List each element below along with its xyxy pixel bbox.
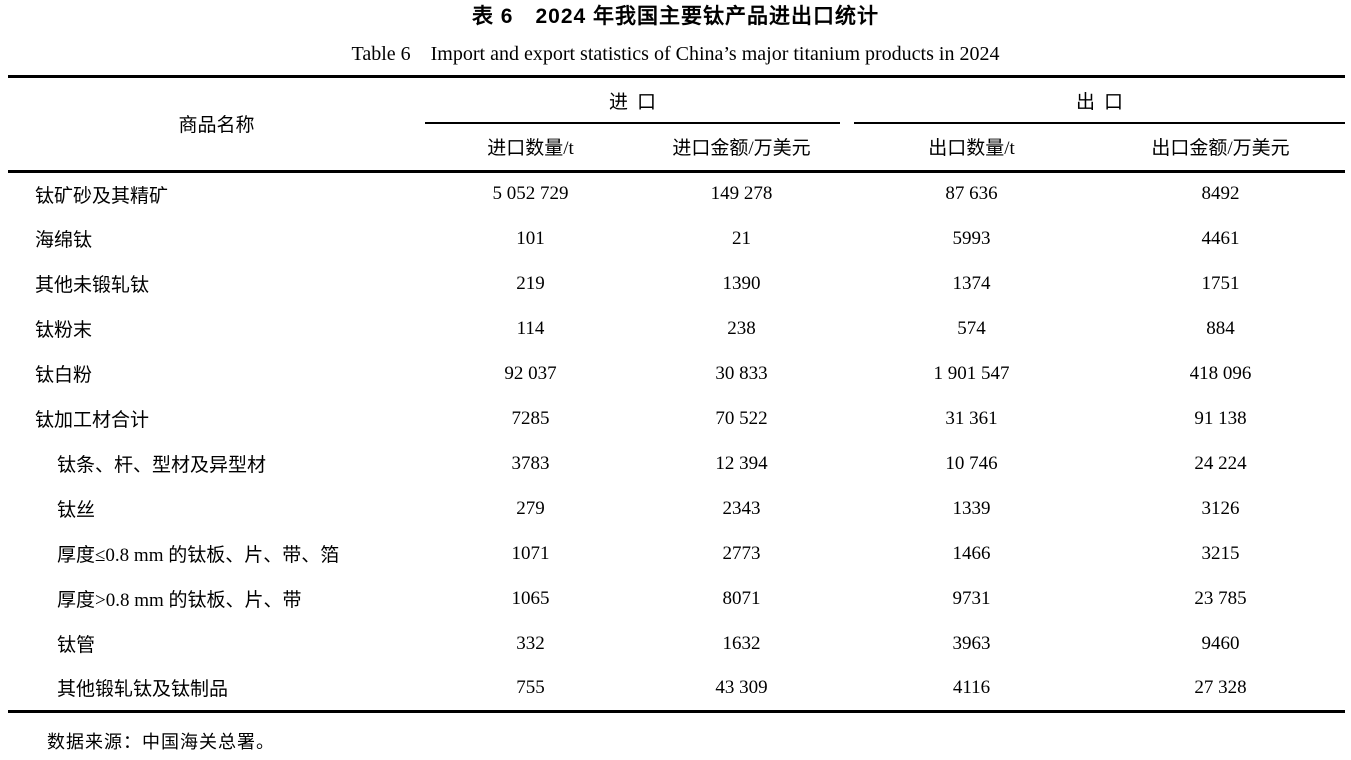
export-value-cell: 3126 xyxy=(1201,497,1240,519)
import-qty-cell: 279 xyxy=(516,497,545,519)
product-name-cell: 厚度>0.8 mm 的钛板、片、带 xyxy=(57,590,302,611)
export-value-cell: 9460 xyxy=(1201,632,1240,654)
data-source-note: 数据来源：中国海关总署。 xyxy=(47,731,275,752)
product-name-cell: 其他未锻轧钛 xyxy=(35,275,150,296)
table-row: 钛条、杆、型材及异型材 3783 12 394 10 746 24 224 xyxy=(8,441,1345,486)
table-row: 其他锻轧钛及钛制品 755 43 309 4116 27 328 xyxy=(8,666,1345,711)
import-group-underline: 进口 xyxy=(425,78,841,124)
export-qty-cell: 9731 xyxy=(952,587,991,609)
table-row: 钛丝 279 2343 1339 3126 xyxy=(8,486,1345,531)
table-row: 钛矿砂及其精矿 5 052 729 149 278 87 636 8492 xyxy=(8,171,1345,216)
export-value-cell: 23 785 xyxy=(1194,587,1247,609)
export-value-cell: 24 224 xyxy=(1194,452,1247,474)
export-qty-cell: 1339 xyxy=(952,497,991,519)
product-name-cell: 钛白粉 xyxy=(35,365,93,386)
column-group-import: 进口 xyxy=(425,77,847,124)
column-header-import-qty: 进口数量/t xyxy=(425,124,636,173)
import-qty-cell: 7285 xyxy=(511,407,550,429)
import-value-cell: 21 xyxy=(732,227,751,249)
import-value-cell: 30 833 xyxy=(715,362,768,384)
import-qty-cell: 755 xyxy=(516,676,545,698)
import-qty-cell: 1065 xyxy=(511,587,550,609)
product-name-cell: 钛丝 xyxy=(57,500,96,521)
table-title-en: Table 6 Import and export statistics of … xyxy=(351,43,1000,65)
export-qty-cell: 1 901 547 xyxy=(933,362,1010,384)
import-value-cell: 238 xyxy=(727,317,756,339)
export-qty-cell: 87 636 xyxy=(945,183,998,205)
import-qty-cell: 1071 xyxy=(511,542,550,564)
export-value-cell: 884 xyxy=(1206,317,1235,339)
import-qty-cell: 5 052 729 xyxy=(492,183,569,205)
export-group-underline: 出口 xyxy=(854,78,1346,124)
import-value-cell: 43 309 xyxy=(715,676,768,698)
import-group-label: 进口 xyxy=(609,91,666,113)
product-name-cell: 钛条、杆、型材及异型材 xyxy=(57,455,267,476)
table-row: 钛粉末 114 238 574 884 xyxy=(8,306,1345,351)
table-row: 海绵钛 101 21 5993 4461 xyxy=(8,216,1345,261)
import-value-cell: 149 278 xyxy=(710,183,773,205)
table-row: 钛加工材合计 7285 70 522 31 361 91 138 xyxy=(8,396,1345,441)
column-group-export: 出口 xyxy=(847,77,1346,124)
import-value-cell: 1390 xyxy=(722,272,761,294)
product-name-cell: 钛管 xyxy=(57,635,96,656)
table-row: 厚度≤0.8 mm 的钛板、片、带、箔 1071 2773 1466 3215 xyxy=(8,531,1345,576)
product-name-cell: 钛粉末 xyxy=(35,320,93,341)
table-row: 钛管 332 1632 3963 9460 xyxy=(8,621,1345,666)
export-qty-cell: 4116 xyxy=(952,676,991,698)
export-value-cell: 418 096 xyxy=(1189,362,1252,384)
column-header-product: 商品名称 xyxy=(8,76,425,173)
import-qty-cell: 92 037 xyxy=(504,362,557,384)
table-title-cn: 表 6 2024 年我国主要钛产品进出口统计 xyxy=(471,5,880,28)
table-row: 钛白粉 92 037 30 833 1 901 547 418 096 xyxy=(8,351,1345,396)
import-qty-cell: 219 xyxy=(516,272,545,294)
product-name-cell: 海绵钛 xyxy=(35,230,93,251)
product-name-cell: 厚度≤0.8 mm 的钛板、片、带、箔 xyxy=(57,545,340,566)
table-row: 其他未锻轧钛 219 1390 1374 1751 xyxy=(8,261,1345,306)
export-qty-cell: 3963 xyxy=(952,632,991,654)
export-value-cell: 91 138 xyxy=(1194,407,1247,429)
export-qty-cell: 10 746 xyxy=(945,452,998,474)
export-qty-cell: 1374 xyxy=(952,272,991,294)
product-name-cell: 其他锻轧钛及钛制品 xyxy=(57,679,229,701)
import-qty-cell: 3783 xyxy=(511,452,550,474)
import-value-cell: 2773 xyxy=(722,542,761,564)
export-qty-cell: 5993 xyxy=(952,227,991,249)
import-value-cell: 2343 xyxy=(722,497,761,519)
product-name-cell: 钛加工材合计 xyxy=(35,410,150,431)
import-value-cell: 70 522 xyxy=(715,407,768,429)
import-value-cell: 8071 xyxy=(722,587,761,609)
import-value-cell: 1632 xyxy=(722,632,761,654)
export-qty-cell: 574 xyxy=(957,317,986,339)
product-name-cell: 钛矿砂及其精矿 xyxy=(35,185,169,207)
export-value-cell: 1751 xyxy=(1201,272,1240,294)
header-group-row: 商品名称 进口 出口 xyxy=(8,76,1346,173)
import-export-table: 商品名称 进口 出口 进口数量/t 进口金额/万美元 出口数量/t 出口金额/万… xyxy=(8,75,1346,713)
import-value-cell: 12 394 xyxy=(715,452,768,474)
column-header-import-value: 进口金额/万美元 xyxy=(636,124,848,173)
column-header-export-qty: 出口数量/t xyxy=(847,124,1097,173)
header-subhead-row: 进口数量/t 进口金额/万美元 出口数量/t 出口金额/万美元 xyxy=(8,124,1346,173)
import-qty-cell: 114 xyxy=(516,317,545,339)
import-qty-cell: 101 xyxy=(516,227,545,249)
export-value-cell: 8492 xyxy=(1201,183,1240,205)
export-group-label: 出口 xyxy=(1076,91,1133,113)
table-row: 厚度>0.8 mm 的钛板、片、带 1065 8071 9731 23 785 xyxy=(8,576,1345,621)
export-qty-cell: 1466 xyxy=(952,542,991,564)
column-header-export-value: 出口金额/万美元 xyxy=(1096,124,1346,173)
export-qty-cell: 31 361 xyxy=(945,407,998,429)
export-value-cell: 27 328 xyxy=(1194,676,1247,698)
export-value-cell: 4461 xyxy=(1201,227,1240,249)
export-value-cell: 3215 xyxy=(1201,542,1240,564)
import-qty-cell: 332 xyxy=(516,632,545,654)
